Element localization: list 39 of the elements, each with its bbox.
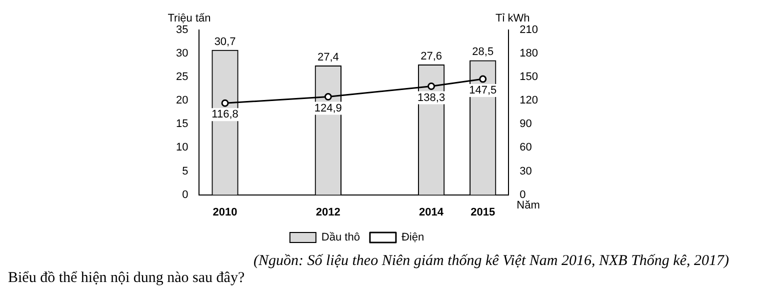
y-tick-label: 30: [176, 48, 188, 60]
point: [428, 82, 436, 90]
y-axis-title: Triệu tấn: [168, 12, 211, 25]
data-label: 147,5: [469, 84, 497, 97]
y2-tick-label: 150: [520, 71, 538, 84]
text: (Nguồn: Số liệu theo Niên giám thống kê Việt Nam 2016, NXB Thống kê, 2017): [252, 253, 729, 270]
x-tick-label: 2014: [419, 206, 444, 218]
text: Biểu đồ thể hiện nội dung nào sau đây?: [8, 270, 246, 287]
x-axis-title: Năm: [516, 199, 540, 212]
x-tick-label: 2010: [212, 206, 238, 218]
y2-tick-label: 180: [520, 48, 538, 60]
y-tick-label: 15: [176, 118, 188, 130]
data-label: 27,6: [420, 50, 442, 62]
data-label: 116,8: [212, 108, 238, 121]
y2-tick-label: 210: [520, 24, 538, 36]
y2-axis-title: Tỉ kWh: [496, 12, 530, 25]
data-label: 28,5: [472, 46, 494, 58]
y-tick-label: 20: [176, 94, 188, 107]
point: [479, 75, 487, 83]
y2-tick-label: 60: [520, 142, 532, 154]
y2-tick-label: 30: [520, 165, 532, 178]
y2-tick-label: 90: [520, 118, 532, 130]
y-tick-label: 10: [176, 142, 188, 154]
y2-tick-label: 120: [520, 94, 538, 107]
legend-label: Dầu thô: [321, 232, 360, 244]
data-label: 30,7: [214, 36, 236, 48]
y-tick-label: 0: [182, 188, 188, 201]
data-label: 138,3: [418, 92, 446, 104]
y-tick-label: 25: [176, 71, 188, 84]
x-tick-label: 2015: [470, 206, 496, 218]
data-label: 124,9: [314, 102, 342, 114]
legend-label: Điện: [401, 232, 424, 244]
y-tick-label: 35: [176, 24, 188, 36]
y2-tick-label: 0: [520, 188, 526, 201]
point: [221, 99, 229, 107]
point: [324, 93, 332, 101]
y-tick-label: 5: [182, 165, 188, 178]
x-tick-label: 2012: [316, 206, 340, 218]
data-label: 27,4: [317, 51, 339, 64]
